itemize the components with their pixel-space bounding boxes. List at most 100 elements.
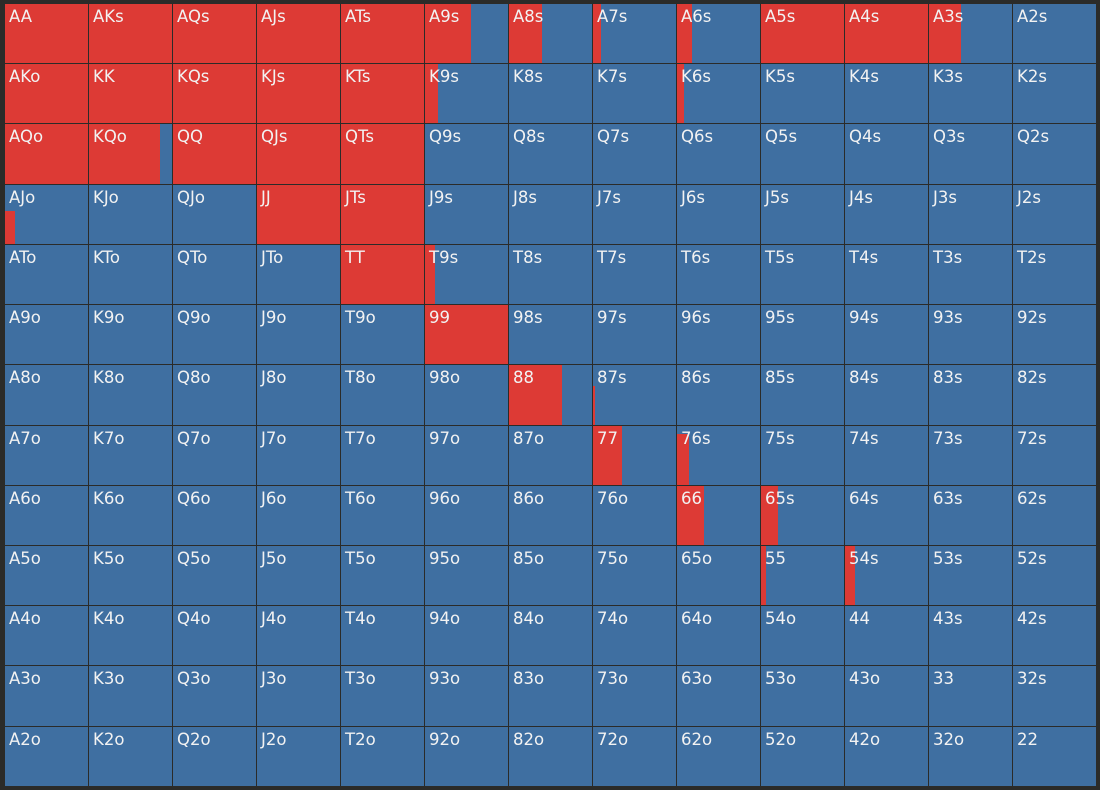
hand-cell-j8s[interactable]: J8s bbox=[509, 184, 592, 244]
hand-cell-k8s[interactable]: K8s bbox=[509, 64, 592, 124]
hand-cell-k6s[interactable]: K6s bbox=[677, 64, 760, 124]
hand-cell-74o[interactable]: 74o bbox=[593, 606, 676, 666]
hand-cell-73s[interactable]: 73s bbox=[929, 425, 1012, 485]
hand-cell-54s[interactable]: 54s bbox=[845, 545, 928, 606]
hand-cell-t9o[interactable]: T9o bbox=[341, 305, 424, 365]
hand-cell-j4o[interactable]: J4o bbox=[257, 606, 340, 666]
hand-cell-kqo[interactable]: KQo bbox=[89, 124, 172, 184]
hand-cell-88[interactable]: 88 bbox=[509, 365, 592, 425]
hand-cell-22[interactable]: 22 bbox=[1013, 726, 1096, 786]
hand-cell-q7s[interactable]: Q7s bbox=[593, 124, 676, 184]
hand-cell-94s[interactable]: 94s bbox=[845, 305, 928, 365]
hand-cell-a2s[interactable]: A2s bbox=[1013, 4, 1096, 64]
hand-cell-72s[interactable]: 72s bbox=[1013, 425, 1096, 485]
hand-cell-86s[interactable]: 86s bbox=[677, 365, 760, 425]
hand-cell-43o[interactable]: 43o bbox=[845, 666, 928, 726]
hand-cell-k2s[interactable]: K2s bbox=[1013, 64, 1096, 124]
hand-cell-87o[interactable]: 87o bbox=[509, 425, 592, 485]
hand-cell-42s[interactable]: 42s bbox=[1013, 606, 1096, 666]
hand-cell-a2o[interactable]: A2o bbox=[5, 726, 88, 786]
hand-cell-jts[interactable]: JTs bbox=[341, 184, 424, 244]
hand-cell-kto[interactable]: KTo bbox=[89, 244, 172, 305]
hand-cell-74s[interactable]: 74s bbox=[845, 425, 928, 485]
hand-cell-76s[interactable]: 76s bbox=[677, 425, 760, 485]
hand-cell-92s[interactable]: 92s bbox=[1013, 305, 1096, 365]
hand-cell-k9s[interactable]: K9s bbox=[425, 64, 508, 124]
hand-cell-q8s[interactable]: Q8s bbox=[509, 124, 592, 184]
hand-cell-j3s[interactable]: J3s bbox=[929, 184, 1012, 244]
hand-cell-q4s[interactable]: Q4s bbox=[845, 124, 928, 184]
hand-cell-q2s[interactable]: Q2s bbox=[1013, 124, 1096, 184]
hand-cell-a9s[interactable]: A9s bbox=[425, 4, 508, 64]
hand-cell-75o[interactable]: 75o bbox=[593, 545, 676, 606]
hand-cell-t4o[interactable]: T4o bbox=[341, 606, 424, 666]
hand-cell-q9s[interactable]: Q9s bbox=[425, 124, 508, 184]
hand-cell-k4s[interactable]: K4s bbox=[845, 64, 928, 124]
hand-cell-33[interactable]: 33 bbox=[929, 666, 1012, 726]
hand-cell-72o[interactable]: 72o bbox=[593, 726, 676, 786]
hand-cell-66[interactable]: 66 bbox=[677, 485, 760, 545]
hand-cell-j6o[interactable]: J6o bbox=[257, 485, 340, 545]
hand-cell-a6s[interactable]: A6s bbox=[677, 4, 760, 64]
hand-cell-j5s[interactable]: J5s bbox=[761, 184, 844, 244]
hand-cell-65s[interactable]: 65s bbox=[761, 485, 844, 545]
hand-cell-97s[interactable]: 97s bbox=[593, 305, 676, 365]
hand-cell-j7o[interactable]: J7o bbox=[257, 425, 340, 485]
hand-cell-a3o[interactable]: A3o bbox=[5, 666, 88, 726]
hand-cell-86o[interactable]: 86o bbox=[509, 485, 592, 545]
hand-cell-k8o[interactable]: K8o bbox=[89, 365, 172, 425]
hand-cell-j6s[interactable]: J6s bbox=[677, 184, 760, 244]
hand-cell-63s[interactable]: 63s bbox=[929, 485, 1012, 545]
hand-cell-85s[interactable]: 85s bbox=[761, 365, 844, 425]
hand-cell-ajo[interactable]: AJo bbox=[5, 184, 88, 244]
hand-cell-a4o[interactable]: A4o bbox=[5, 606, 88, 666]
hand-cell-64s[interactable]: 64s bbox=[845, 485, 928, 545]
hand-cell-82s[interactable]: 82s bbox=[1013, 365, 1096, 425]
hand-cell-75s[interactable]: 75s bbox=[761, 425, 844, 485]
hand-cell-k9o[interactable]: K9o bbox=[89, 305, 172, 365]
hand-cell-55[interactable]: 55 bbox=[761, 545, 844, 606]
hand-cell-98o[interactable]: 98o bbox=[425, 365, 508, 425]
hand-cell-qjs[interactable]: QJs bbox=[257, 124, 340, 184]
hand-cell-a9o[interactable]: A9o bbox=[5, 305, 88, 365]
hand-cell-a8o[interactable]: A8o bbox=[5, 365, 88, 425]
hand-cell-97o[interactable]: 97o bbox=[425, 425, 508, 485]
hand-cell-k5s[interactable]: K5s bbox=[761, 64, 844, 124]
hand-cell-t7o[interactable]: T7o bbox=[341, 425, 424, 485]
hand-cell-64o[interactable]: 64o bbox=[677, 606, 760, 666]
hand-cell-j9o[interactable]: J9o bbox=[257, 305, 340, 365]
hand-cell-a7o[interactable]: A7o bbox=[5, 425, 88, 485]
hand-cell-aks[interactable]: AKs bbox=[89, 4, 172, 64]
hand-cell-j4s[interactable]: J4s bbox=[845, 184, 928, 244]
hand-cell-ako[interactable]: AKo bbox=[5, 64, 88, 124]
hand-cell-83o[interactable]: 83o bbox=[509, 666, 592, 726]
hand-cell-95o[interactable]: 95o bbox=[425, 545, 508, 606]
hand-cell-q7o[interactable]: Q7o bbox=[173, 425, 256, 485]
hand-cell-t2s[interactable]: T2s bbox=[1013, 244, 1096, 305]
hand-cell-qts[interactable]: QTs bbox=[341, 124, 424, 184]
hand-cell-ats[interactable]: ATs bbox=[341, 4, 424, 64]
hand-cell-92o[interactable]: 92o bbox=[425, 726, 508, 786]
hand-cell-t6o[interactable]: T6o bbox=[341, 485, 424, 545]
hand-cell-99[interactable]: 99 bbox=[425, 305, 508, 365]
hand-cell-83s[interactable]: 83s bbox=[929, 365, 1012, 425]
hand-cell-76o[interactable]: 76o bbox=[593, 485, 676, 545]
hand-cell-q6o[interactable]: Q6o bbox=[173, 485, 256, 545]
hand-cell-kjs[interactable]: KJs bbox=[257, 64, 340, 124]
hand-cell-ajs[interactable]: AJs bbox=[257, 4, 340, 64]
hand-cell-65o[interactable]: 65o bbox=[677, 545, 760, 606]
hand-cell-t3o[interactable]: T3o bbox=[341, 666, 424, 726]
hand-cell-a8s[interactable]: A8s bbox=[509, 4, 592, 64]
hand-cell-qto[interactable]: QTo bbox=[173, 244, 256, 305]
hand-cell-q2o[interactable]: Q2o bbox=[173, 726, 256, 786]
hand-cell-93o[interactable]: 93o bbox=[425, 666, 508, 726]
hand-cell-t2o[interactable]: T2o bbox=[341, 726, 424, 786]
hand-cell-a5s[interactable]: A5s bbox=[761, 4, 844, 64]
hand-cell-q5o[interactable]: Q5o bbox=[173, 545, 256, 606]
hand-cell-k6o[interactable]: K6o bbox=[89, 485, 172, 545]
hand-cell-k3o[interactable]: K3o bbox=[89, 666, 172, 726]
hand-cell-82o[interactable]: 82o bbox=[509, 726, 592, 786]
hand-cell-kqs[interactable]: KQs bbox=[173, 64, 256, 124]
hand-cell-85o[interactable]: 85o bbox=[509, 545, 592, 606]
hand-cell-98s[interactable]: 98s bbox=[509, 305, 592, 365]
